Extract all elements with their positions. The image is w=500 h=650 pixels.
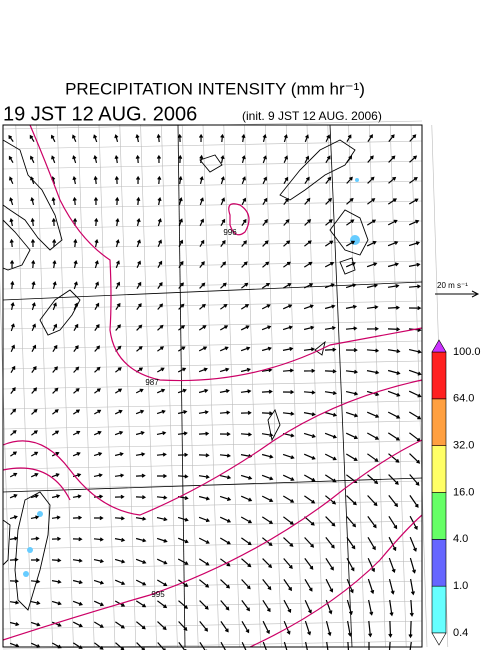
grid-line xyxy=(265,124,282,648)
isobar xyxy=(29,124,423,382)
grid-line xyxy=(2,140,423,150)
grid-line xyxy=(181,124,199,648)
valid-time: 19 JST 12 AUG. 2006 xyxy=(3,103,197,125)
colorbar: 0.4 1.0 4.0 16.0 32.0 64.0 100.0 xyxy=(431,339,481,646)
grid-line xyxy=(2,620,423,630)
grid-line xyxy=(2,340,423,350)
coast xyxy=(2,519,11,566)
isobar xyxy=(228,203,250,236)
grid-line-major xyxy=(2,477,423,493)
colorbar-label: 100.0 xyxy=(453,346,481,358)
coast xyxy=(39,289,81,336)
kyushu xyxy=(329,209,369,256)
grid-line xyxy=(2,400,423,410)
grid-line xyxy=(2,360,423,370)
grid-line xyxy=(119,124,137,648)
grid-line xyxy=(2,180,423,190)
precip xyxy=(355,178,359,182)
grid-line xyxy=(2,380,423,390)
grid-line xyxy=(2,300,423,310)
colorbar-bin xyxy=(431,351,447,400)
grid-line xyxy=(36,124,53,648)
isobar xyxy=(249,514,423,648)
grid-line-major xyxy=(2,281,423,301)
colorbar-bin xyxy=(431,398,447,446)
colorbar-label: 64.0 xyxy=(453,393,474,405)
grid-line xyxy=(348,124,365,648)
isobar xyxy=(2,467,71,501)
grid-line xyxy=(2,320,423,330)
grid-line xyxy=(2,560,423,570)
colorbar-label: 4.0 xyxy=(453,533,468,545)
isobar-label: 996 xyxy=(223,228,237,237)
grid-line xyxy=(2,500,423,510)
grid-line xyxy=(2,600,423,610)
colorbar-label: 32.0 xyxy=(453,440,474,452)
title: PRECIPITATION INTENSITY (mm hr⁻¹) xyxy=(65,79,365,98)
grid-line-major xyxy=(177,124,186,648)
isobar-label: 987 xyxy=(145,378,159,387)
grid-line xyxy=(410,124,428,648)
precip xyxy=(23,571,29,577)
grid-line xyxy=(2,200,423,210)
colorbar-bin xyxy=(431,585,447,634)
island xyxy=(339,257,356,275)
grid-line xyxy=(2,420,423,430)
grid-line xyxy=(2,440,423,450)
grid-line xyxy=(2,280,423,290)
isobars xyxy=(2,124,423,648)
grid-line xyxy=(306,124,324,648)
grid-line xyxy=(2,460,423,470)
precip xyxy=(27,547,33,553)
map-bg xyxy=(3,125,422,647)
colorbar-label: 16.0 xyxy=(453,486,474,498)
grid-line xyxy=(2,580,423,590)
colorbar-over xyxy=(431,339,447,353)
map-frame xyxy=(2,124,423,648)
grid-line xyxy=(2,540,423,550)
vector-key-label: 20 m s⁻¹ xyxy=(437,281,468,290)
isobar-label: 995 xyxy=(151,590,165,599)
colorbar-bin xyxy=(431,445,447,493)
grid-line xyxy=(327,124,345,648)
grid-line xyxy=(98,124,116,648)
grid-line xyxy=(369,124,386,648)
colorbar-bin xyxy=(431,539,447,587)
colorbar-under xyxy=(431,632,447,646)
colorbar-bin xyxy=(431,492,447,540)
coast xyxy=(2,219,31,271)
grid-line xyxy=(77,124,95,648)
grid-line xyxy=(57,124,74,648)
wind-vectors xyxy=(8,133,422,650)
colorbar-label: 1.0 xyxy=(453,580,468,592)
taiwan xyxy=(14,491,51,611)
grid-line xyxy=(15,124,33,648)
grid xyxy=(0,120,449,650)
coast xyxy=(2,139,63,251)
isobar xyxy=(2,379,423,516)
island xyxy=(199,154,223,173)
grid-line xyxy=(2,160,423,170)
precip xyxy=(37,511,43,517)
colorbar-label: 0.4 xyxy=(453,627,468,639)
isobar xyxy=(2,439,423,641)
grid-line xyxy=(223,124,241,648)
grid-line xyxy=(202,124,220,648)
vector-key-arrow xyxy=(435,290,480,298)
grid-line xyxy=(285,124,303,648)
init-time: (init. 9 JST 12 AUG. 2006) xyxy=(242,109,382,123)
map-area: 996 987 995 xyxy=(0,120,449,650)
